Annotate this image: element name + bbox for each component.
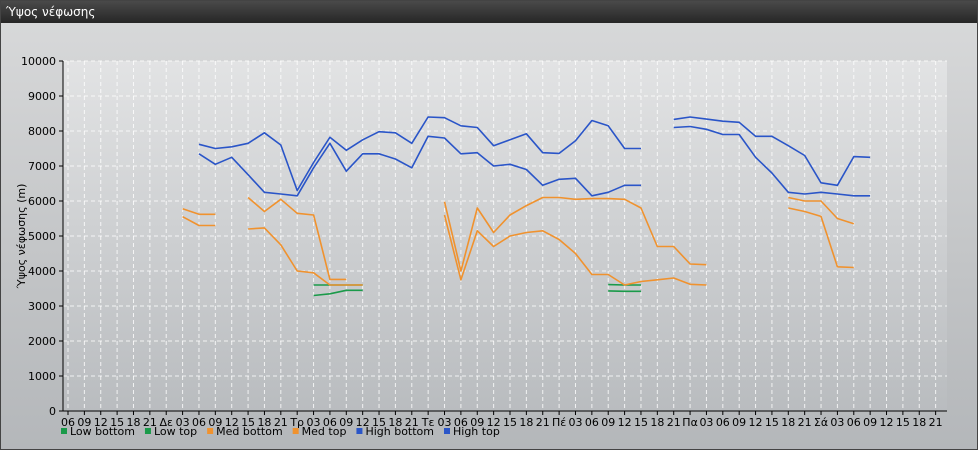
x-tick-label: Δε <box>159 416 173 429</box>
x-tick-label: Τρ <box>289 416 304 429</box>
legend-label: Med top <box>302 425 347 438</box>
x-tick-label: 06 <box>61 416 75 429</box>
x-tick-label: 12 <box>94 416 108 429</box>
x-tick-label: 21 <box>798 416 812 429</box>
legend-swatch <box>444 428 450 434</box>
series-line-high-top <box>198 116 641 192</box>
legend-swatch <box>356 428 363 434</box>
series-line-med-bottom <box>788 207 854 269</box>
y-tick-label: 7000 <box>28 160 56 173</box>
x-tick-label: 21 <box>667 416 681 429</box>
x-tick-label: 09 <box>863 416 877 429</box>
y-tick-label: 10000 <box>21 55 56 68</box>
y-tick-label: 8000 <box>28 125 56 138</box>
legend-label: Med bottom <box>216 425 283 438</box>
window-title: Ύψος νέφωσης <box>1 1 977 23</box>
x-tick-label: 21 <box>274 416 288 429</box>
x-tick-label: 03 <box>307 416 321 429</box>
x-tick-label: 09 <box>208 416 222 429</box>
x-tick-label: 12 <box>487 416 501 429</box>
x-tick-label: 18 <box>126 416 140 429</box>
x-tick-label: 12 <box>749 416 763 429</box>
legend-swatch <box>292 428 299 434</box>
x-tick-label: Σά <box>814 416 828 429</box>
x-tick-label: 15 <box>110 416 124 429</box>
x-tick-label: 12 <box>880 416 894 429</box>
x-tick-label: 15 <box>372 416 386 429</box>
x-tick-label: 21 <box>536 416 550 429</box>
x-tick-label: 03 <box>830 416 844 429</box>
x-tick-label: 15 <box>241 416 255 429</box>
legend-label: Low top <box>154 425 197 438</box>
x-tick-label: 06 <box>585 416 599 429</box>
y-tick-label: 4000 <box>28 265 56 278</box>
legend-swatch <box>207 428 214 434</box>
x-tick-label: 18 <box>912 416 926 429</box>
x-tick-label: 09 <box>601 416 615 429</box>
x-tick-label: 18 <box>650 416 664 429</box>
legend-label: High top <box>453 425 500 438</box>
y-tick-label: 0 <box>49 405 56 418</box>
x-tick-label: 18 <box>519 416 533 429</box>
series-line-med-bottom <box>248 227 363 286</box>
x-tick-label: 06 <box>716 416 730 429</box>
y-tick-label: 6000 <box>28 195 56 208</box>
x-tick-label: 03 <box>568 416 582 429</box>
series-line-med-bottom <box>443 214 707 286</box>
y-tick-label: 5000 <box>28 230 56 243</box>
legend-label: High bottom <box>365 425 434 438</box>
y-tick-label: 2000 <box>28 335 56 348</box>
x-tick-label: 12 <box>225 416 239 429</box>
series-line-high-bottom <box>673 125 871 197</box>
x-tick-label: 03 <box>699 416 713 429</box>
x-tick-label: 09 <box>77 416 91 429</box>
x-tick-label: 06 <box>323 416 337 429</box>
x-tick-label: Τε <box>421 416 435 429</box>
x-tick-label: 15 <box>765 416 779 429</box>
series-line-med-top <box>182 207 216 216</box>
series-line-low-bottom <box>313 289 363 297</box>
x-tick-label: 18 <box>388 416 402 429</box>
x-tick-label: 06 <box>192 416 206 429</box>
x-tick-label: 15 <box>634 416 648 429</box>
x-tick-label: 12 <box>618 416 632 429</box>
y-axis-label: Ύψος νέφωσης (m) <box>15 184 28 290</box>
series-line-med-bottom <box>182 215 216 227</box>
series-line-med-top <box>247 196 347 281</box>
x-tick-label: 06 <box>454 416 468 429</box>
x-tick-label: 21 <box>929 416 943 429</box>
x-tick-label: 03 <box>176 416 190 429</box>
x-tick-label: 18 <box>781 416 795 429</box>
y-tick-label: 9000 <box>28 90 56 103</box>
x-tick-label: Πα <box>682 416 698 429</box>
x-tick-label: 15 <box>503 416 517 429</box>
y-tick-label: 3000 <box>28 300 56 313</box>
x-tick-label: Πέ <box>552 416 566 429</box>
x-tick-label: 09 <box>339 416 353 429</box>
legend-swatch <box>61 428 67 434</box>
x-tick-label: 09 <box>470 416 484 429</box>
series-line-med-top <box>443 196 707 272</box>
x-tick-label: 12 <box>356 416 370 429</box>
x-tick-label: 06 <box>847 416 861 429</box>
x-tick-label: 03 <box>438 416 452 429</box>
x-tick-label: 21 <box>405 416 419 429</box>
y-tick-label: 1000 <box>28 370 56 383</box>
series-line-high-top <box>673 116 871 187</box>
series-line-med-top <box>788 196 855 225</box>
x-tick-label: 18 <box>257 416 271 429</box>
legend-swatch <box>144 428 151 434</box>
x-tick-label: 09 <box>732 416 746 429</box>
x-tick-label: 21 <box>143 416 157 429</box>
legend-label: Low bottom <box>70 425 135 438</box>
x-tick-label: 15 <box>896 416 910 429</box>
series-line-high-bottom <box>198 135 641 197</box>
